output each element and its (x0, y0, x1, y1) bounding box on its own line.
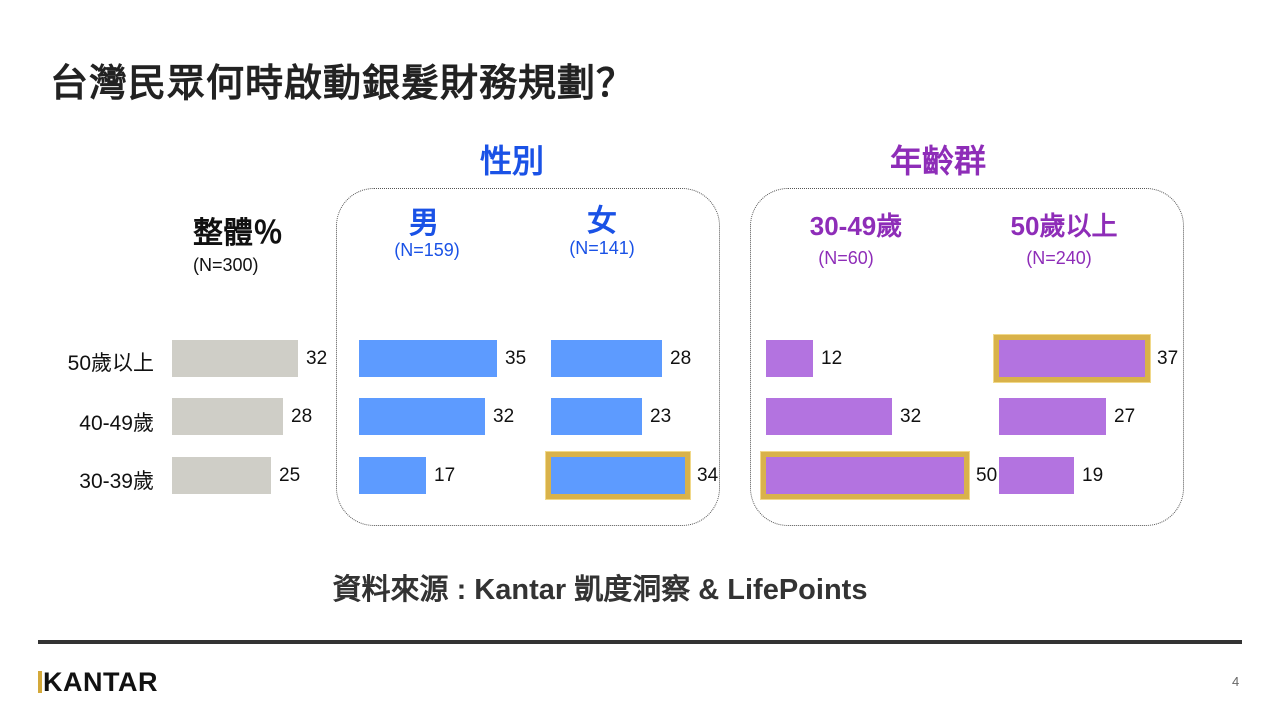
age-30-49-sample-size: (N=60) (818, 248, 874, 268)
value-label-male-2: 32 (493, 406, 515, 427)
gender-group-title: 性別 (480, 143, 545, 179)
bar-age-50plus-1 (994, 335, 1150, 382)
bar-overall-1 (172, 340, 298, 377)
bar-female-2 (551, 398, 642, 435)
logo-mark-icon (38, 671, 42, 693)
footer-divider (38, 640, 1242, 644)
male-sample-size: (N=159) (394, 240, 460, 260)
overall-header: 整體％ (193, 217, 283, 250)
value-label-male-1: 35 (505, 348, 527, 369)
value-label-male-3: 17 (434, 465, 456, 486)
bar-age-50plus-3 (999, 457, 1074, 494)
row-label-50plus: 50歲以上 (67, 352, 154, 375)
bar-male-1 (359, 340, 497, 377)
age-30-49-header: 30-49歲 (809, 211, 903, 241)
bar-male-3 (359, 457, 426, 494)
overall-sample-size: (N=300) (193, 255, 259, 275)
value-label-overall-1: 32 (306, 348, 328, 369)
kantar-logo: KANTAR (38, 667, 158, 698)
value-label-age-30-49-2: 32 (900, 406, 922, 427)
value-label-female-1: 28 (670, 348, 692, 369)
row-label-40-49: 40-49歲 (79, 412, 154, 435)
age-50plus-sample-size: (N=240) (1026, 248, 1092, 268)
value-label-age-30-49-3: 50 (976, 465, 998, 486)
bar-overall-2 (172, 398, 283, 435)
page-number: 4 (1232, 674, 1240, 689)
gender-panel (336, 188, 720, 526)
logo-text: KANTAR (43, 667, 158, 697)
bar-age-50plus-2 (999, 398, 1106, 435)
value-label-female-2: 23 (650, 406, 672, 427)
value-label-age-30-49-1: 12 (821, 348, 843, 369)
bar-female-1 (551, 340, 662, 377)
value-label-age-50plus-1: 37 (1157, 348, 1179, 369)
female-header: 女 (587, 205, 617, 238)
bar-age-30-49-3 (761, 452, 969, 499)
bar-female-3 (546, 452, 690, 499)
value-label-overall-3: 25 (279, 465, 301, 486)
source-note: 資料來源 : Kantar 凱度洞察 & LifePoints (332, 574, 868, 606)
age-group-title: 年齡群 (890, 143, 987, 179)
bar-age-30-49-2 (766, 398, 892, 435)
value-label-age-50plus-3: 19 (1082, 465, 1104, 486)
bar-age-30-49-1 (766, 340, 813, 377)
female-sample-size: (N=141) (569, 238, 635, 258)
value-label-age-50plus-2: 27 (1114, 406, 1136, 427)
male-header: 男 (409, 207, 439, 240)
bar-male-2 (359, 398, 485, 435)
age-50plus-header: 50歲以上 (1010, 211, 1118, 241)
value-label-overall-2: 28 (291, 406, 313, 427)
row-label-30-39: 30-39歲 (79, 470, 154, 493)
page-title: 台灣民眾何時啟動銀髮財務規劃？ (50, 63, 636, 105)
age-panel (750, 188, 1184, 526)
value-label-female-3: 34 (697, 465, 719, 486)
bar-overall-3 (172, 457, 271, 494)
